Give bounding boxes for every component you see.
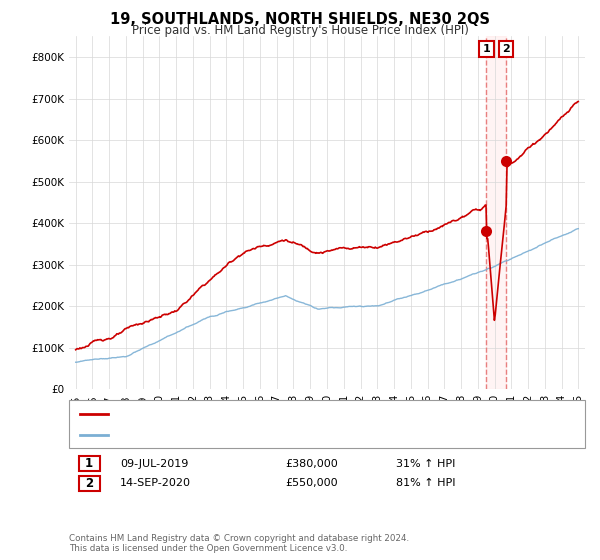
Text: £380,000: £380,000	[285, 459, 338, 469]
Text: 2: 2	[502, 44, 510, 54]
Text: Price paid vs. HM Land Registry's House Price Index (HPI): Price paid vs. HM Land Registry's House …	[131, 24, 469, 36]
Text: Contains HM Land Registry data © Crown copyright and database right 2024.
This d: Contains HM Land Registry data © Crown c…	[69, 534, 409, 553]
Text: 81% ↑ HPI: 81% ↑ HPI	[396, 478, 455, 488]
Text: 2: 2	[85, 477, 93, 490]
Text: 1: 1	[482, 44, 490, 54]
Text: 09-JUL-2019: 09-JUL-2019	[120, 459, 188, 469]
Text: HPI: Average price, detached house, North Tyneside: HPI: Average price, detached house, Nort…	[114, 430, 385, 440]
Text: 1: 1	[85, 457, 93, 470]
Text: 31% ↑ HPI: 31% ↑ HPI	[396, 459, 455, 469]
Text: £550,000: £550,000	[285, 478, 338, 488]
Text: 19, SOUTHLANDS, NORTH SHIELDS, NE30 2QS: 19, SOUTHLANDS, NORTH SHIELDS, NE30 2QS	[110, 12, 490, 27]
Text: 14-SEP-2020: 14-SEP-2020	[120, 478, 191, 488]
Bar	[487, 36, 506, 389]
Text: 19, SOUTHLANDS, NORTH SHIELDS, NE30 2QS (detached house): 19, SOUTHLANDS, NORTH SHIELDS, NE30 2QS …	[114, 409, 450, 419]
